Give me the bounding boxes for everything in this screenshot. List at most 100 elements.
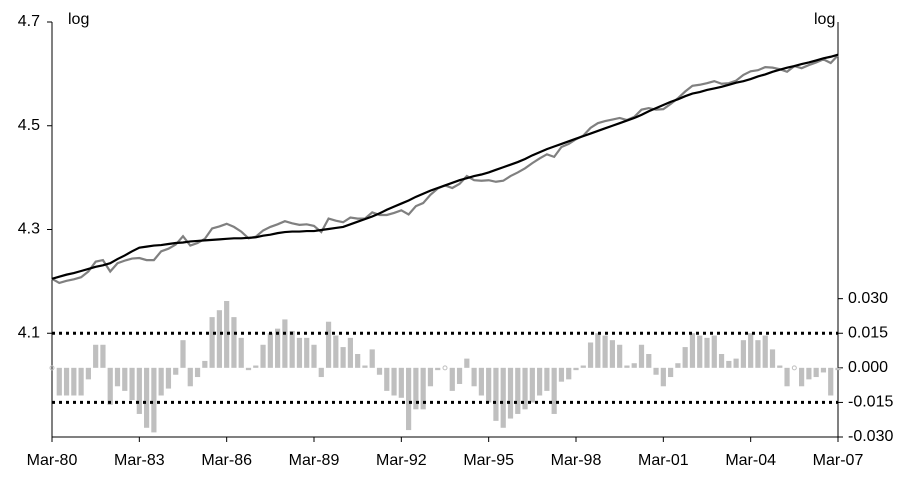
y2-tick-label: 0.030	[848, 290, 888, 307]
bar	[71, 367, 77, 396]
bar	[668, 367, 674, 378]
bar	[522, 367, 528, 410]
bar	[675, 363, 681, 368]
y-tick-label: 4.1	[18, 324, 40, 341]
bar	[478, 367, 484, 396]
y-tick-label: 4.7	[18, 13, 40, 30]
bar	[406, 367, 412, 431]
x-tick-label: Mar-89	[289, 452, 340, 469]
bar	[500, 367, 506, 428]
bar	[413, 367, 419, 410]
y-tick-label: 4.3	[18, 221, 40, 238]
bar	[56, 367, 62, 396]
bar	[369, 349, 375, 368]
bar	[253, 365, 259, 368]
bar	[362, 365, 368, 368]
x-tick-label: Mar-04	[725, 452, 776, 469]
bar	[573, 367, 579, 371]
bar	[333, 335, 339, 368]
bar	[507, 367, 514, 419]
bar	[733, 358, 739, 368]
bar	[755, 340, 761, 368]
bar	[624, 365, 630, 368]
bar	[260, 344, 266, 368]
y-tick-label: 4.5	[18, 117, 40, 134]
bar	[587, 342, 594, 368]
bar	[740, 340, 746, 368]
bar	[216, 310, 222, 368]
x-tick-label: Mar-95	[463, 452, 514, 469]
x-tick-label: Mar-01	[638, 452, 689, 469]
bar	[224, 300, 230, 368]
bar	[158, 367, 164, 396]
bar	[799, 367, 805, 387]
bar	[493, 367, 499, 421]
bar	[551, 367, 557, 414]
bar	[442, 365, 448, 371]
bar	[347, 337, 353, 368]
bar	[304, 337, 310, 368]
bar	[820, 367, 827, 373]
bar	[537, 367, 543, 396]
y2-tick-label: 0.000	[848, 359, 888, 376]
bar	[231, 317, 237, 368]
bar	[427, 367, 434, 387]
bar	[471, 367, 477, 387]
bar	[711, 335, 717, 368]
bar	[136, 367, 142, 414]
bar	[595, 333, 601, 368]
bar	[638, 344, 645, 368]
bar	[282, 319, 288, 368]
bar	[631, 363, 637, 368]
bar	[835, 367, 841, 371]
line	[51, 53, 839, 280]
x-tick-label: Mar-80	[27, 452, 78, 469]
bar	[558, 367, 565, 382]
bar	[456, 367, 463, 384]
bar	[544, 367, 550, 391]
bar	[515, 367, 521, 414]
bar	[398, 367, 404, 398]
bar	[245, 367, 252, 371]
bar	[114, 367, 121, 387]
bar	[238, 337, 244, 368]
bar	[609, 340, 615, 368]
bar	[122, 367, 128, 391]
bar	[384, 367, 390, 391]
bar	[165, 367, 172, 389]
bar	[828, 367, 834, 396]
y2-tick-label: -0.015	[848, 394, 893, 411]
bar	[311, 344, 317, 368]
bar	[194, 367, 201, 378]
bar	[144, 367, 150, 428]
bar	[151, 367, 157, 433]
bar	[78, 367, 84, 396]
bar	[777, 365, 783, 368]
bar	[325, 321, 332, 368]
bar	[85, 367, 91, 380]
y2-axis-label: log	[814, 11, 835, 28]
bar	[646, 354, 652, 368]
y2-tick-label: -0.030	[848, 428, 893, 445]
bar	[63, 367, 70, 396]
bar	[129, 367, 135, 401]
bar	[762, 335, 768, 368]
bar	[289, 330, 295, 368]
line	[51, 54, 839, 285]
bar	[202, 360, 208, 368]
bar	[340, 347, 346, 368]
y-axis-label: log	[68, 11, 89, 28]
bar	[697, 335, 703, 368]
bar	[529, 367, 535, 403]
bar	[464, 358, 470, 368]
bar	[100, 344, 106, 368]
x-tick-label: Mar-83	[114, 452, 165, 469]
x-tick-label: Mar-92	[376, 452, 427, 469]
bar	[420, 367, 426, 410]
bar	[355, 354, 361, 368]
bar	[602, 335, 608, 368]
bar	[580, 365, 586, 368]
bar	[784, 367, 790, 387]
bar	[391, 367, 397, 396]
